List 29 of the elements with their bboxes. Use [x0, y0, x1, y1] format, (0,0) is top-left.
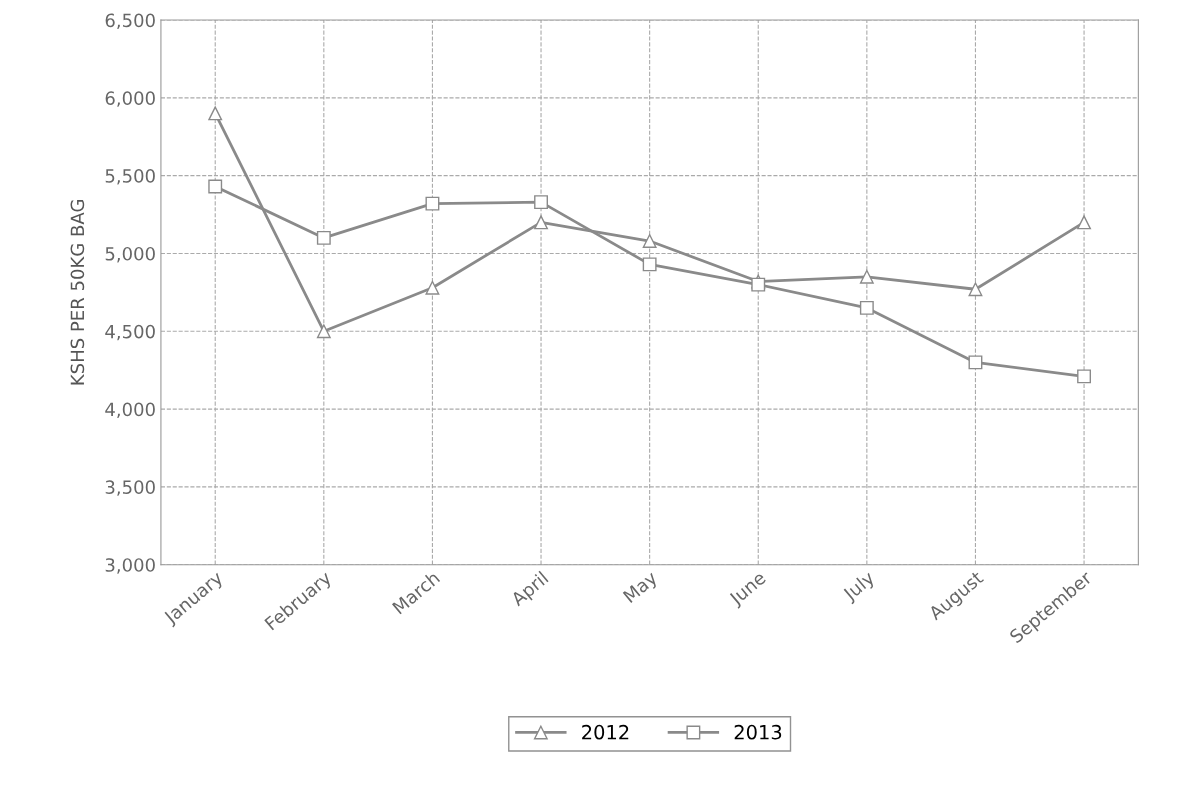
y-axis-title: KSHS PER 50KG BAG: [70, 200, 85, 385]
point: [751, 277, 766, 292]
y-tick-label: 6,000: [105, 91, 155, 107]
point: [859, 269, 874, 284]
point: [968, 282, 983, 297]
x-tick-label: May: [622, 570, 661, 606]
point: [642, 234, 657, 248]
point: [642, 257, 657, 272]
point: [316, 230, 331, 245]
y-tick-label: 4,000: [105, 402, 155, 419]
point: [316, 324, 331, 339]
point: [425, 280, 440, 295]
y-tick-label: 6,500: [105, 13, 155, 29]
point: [208, 179, 223, 194]
legend-label: 2012: [582, 724, 629, 740]
point: [425, 196, 440, 211]
point: [534, 195, 548, 210]
point: [1077, 369, 1092, 384]
point: [534, 215, 548, 230]
y-tick-label: 5,500: [105, 169, 155, 185]
y-tick-label: 5,000: [105, 246, 155, 263]
point: [1077, 215, 1092, 230]
point: [859, 300, 874, 315]
legend-label: 2013: [734, 724, 782, 740]
y-tick-label: 3,500: [105, 480, 155, 496]
point: [208, 106, 223, 121]
point: [968, 355, 983, 370]
y-tick-label: 4,500: [105, 324, 155, 341]
y-tick-label: 3,000: [105, 558, 155, 574]
